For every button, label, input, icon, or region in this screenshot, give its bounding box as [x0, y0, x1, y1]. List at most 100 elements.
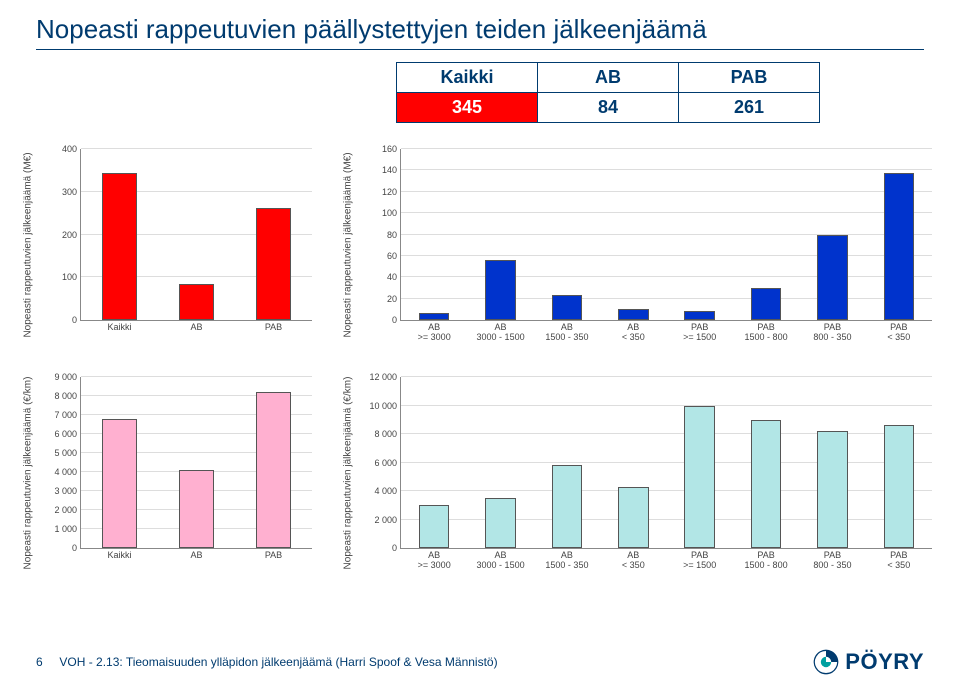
y-tick-label: 6 000	[54, 429, 77, 439]
category-label: AB	[190, 551, 202, 561]
category-label: AB< 350	[622, 323, 645, 343]
bar	[256, 208, 291, 320]
bar	[179, 284, 214, 320]
td-pab: 261	[679, 93, 820, 123]
y-tick-label: 4 000	[54, 467, 77, 477]
bar-slot: PAB< 350	[866, 377, 932, 548]
bar-slot: AB3000 - 1500	[467, 377, 533, 548]
y-tick-label: 400	[62, 144, 77, 154]
chart-top-left: Nopeasti rappeutuvien jälkeenjäämä (M€)0…	[36, 145, 316, 345]
footer-text: VOH - 2.13: Tieomaisuuden ylläpidon jälk…	[59, 655, 497, 669]
page-title: Nopeasti rappeutuvien päällystettyjen te…	[36, 14, 924, 45]
y-tick-label: 9 000	[54, 372, 77, 382]
category-label: PAB>= 1500	[683, 551, 716, 571]
bar	[817, 235, 848, 321]
y-tick-label: 2 000	[54, 505, 77, 515]
bar-slot: AB< 350	[600, 149, 666, 320]
bar-slot: PAB>= 1500	[667, 149, 733, 320]
y-tick-label: 3 000	[54, 486, 77, 496]
bar	[552, 465, 583, 548]
bar	[419, 505, 450, 548]
logo-text: PÖYRY	[845, 649, 924, 675]
bar-slot: Kaikki	[81, 149, 158, 320]
bar	[684, 406, 715, 549]
bar-slot: AB	[158, 377, 235, 548]
bar-slot: PAB800 - 350	[799, 377, 865, 548]
y-tick-label: 4 000	[374, 486, 397, 496]
bar	[684, 311, 715, 320]
y-tick-label: 0	[72, 315, 77, 325]
plot-area: 02 0004 0006 0008 00010 00012 000AB>= 30…	[400, 377, 932, 549]
category-label: PAB>= 1500	[683, 323, 716, 343]
category-label: AB>= 3000	[418, 323, 451, 343]
category-label: PAB< 350	[887, 551, 910, 571]
footer-page: 6	[36, 655, 43, 669]
y-tick-label: 10 000	[369, 401, 397, 411]
y-tick-label: 12 000	[369, 372, 397, 382]
plot-area: 01 0002 0003 0004 0005 0006 0007 0008 00…	[80, 377, 312, 549]
footer: 6 VOH - 2.13: Tieomaisuuden ylläpidon jä…	[36, 655, 498, 669]
bar	[256, 392, 291, 548]
bar-slot: Kaikki	[81, 377, 158, 548]
chart-bottom-left: Nopeasti rappeutuvien jälkeenjäämä (€/km…	[36, 373, 316, 573]
category-label: PAB	[265, 323, 282, 333]
y-tick-label: 5 000	[54, 448, 77, 458]
bar	[884, 425, 915, 548]
bar-slot: PAB800 - 350	[799, 149, 865, 320]
bar-slot: PAB>= 1500	[667, 377, 733, 548]
category-label: AB>= 3000	[418, 551, 451, 571]
bar-slot: PAB	[235, 377, 312, 548]
category-label: Kaikki	[107, 323, 131, 333]
y-tick-label: 60	[387, 251, 397, 261]
category-label: PAB	[265, 551, 282, 561]
category-label: AB< 350	[622, 551, 645, 571]
y-tick-label: 0	[392, 315, 397, 325]
y-tick-label: 0	[392, 543, 397, 553]
y-tick-label: 160	[382, 144, 397, 154]
bar-slot: PAB1500 - 800	[733, 149, 799, 320]
y-tick-label: 80	[387, 230, 397, 240]
y-tick-label: 8 000	[54, 391, 77, 401]
y-axis-label: Nopeasti rappeutuvien jälkeenjäämä (€/km…	[343, 377, 354, 570]
title-rule	[36, 49, 924, 50]
charts-grid: Nopeasti rappeutuvien jälkeenjäämä (M€)0…	[36, 145, 924, 573]
y-tick-label: 140	[382, 165, 397, 175]
bar	[102, 173, 137, 320]
bar	[485, 498, 516, 548]
y-tick-label: 8 000	[374, 429, 397, 439]
logo-mark-icon	[813, 649, 839, 675]
th-ab: AB	[538, 63, 679, 93]
logo: PÖYRY	[813, 649, 924, 675]
category-label: PAB800 - 350	[813, 551, 851, 571]
table-row: Kaikki AB PAB	[397, 63, 820, 93]
y-axis-label: Nopeasti rappeutuvien jälkeenjäämä (€/km…	[23, 377, 34, 570]
bar	[751, 288, 782, 320]
category-label: PAB< 350	[887, 323, 910, 343]
bar-slot: AB>= 3000	[401, 149, 467, 320]
y-tick-label: 6 000	[374, 458, 397, 468]
table-row: 345 84 261	[397, 93, 820, 123]
category-label: AB3000 - 1500	[477, 323, 525, 343]
y-axis-label: Nopeasti rappeutuvien jälkeenjäämä (M€)	[23, 152, 34, 337]
y-tick-label: 2 000	[374, 515, 397, 525]
y-tick-label: 0	[72, 543, 77, 553]
plot-area: 0100200300400KaikkiABPAB	[80, 149, 312, 321]
category-label: AB1500 - 350	[545, 551, 588, 571]
bar	[485, 260, 516, 320]
y-tick-label: 200	[62, 230, 77, 240]
category-label: PAB1500 - 800	[745, 551, 788, 571]
y-tick-label: 40	[387, 272, 397, 282]
bar	[618, 309, 649, 320]
th-kaikki: Kaikki	[397, 63, 538, 93]
category-label: AB1500 - 350	[545, 323, 588, 343]
chart-bottom-right: Nopeasti rappeutuvien jälkeenjäämä (€/km…	[356, 373, 936, 573]
bar-slot: PAB< 350	[866, 149, 932, 320]
bar-slot: AB>= 3000	[401, 377, 467, 548]
bar	[817, 431, 848, 548]
bar	[618, 487, 649, 548]
bar-slot: PAB1500 - 800	[733, 377, 799, 548]
bar-slot: AB3000 - 1500	[467, 149, 533, 320]
bar	[102, 419, 137, 548]
bar-slot: AB1500 - 350	[534, 377, 600, 548]
y-tick-label: 100	[382, 208, 397, 218]
